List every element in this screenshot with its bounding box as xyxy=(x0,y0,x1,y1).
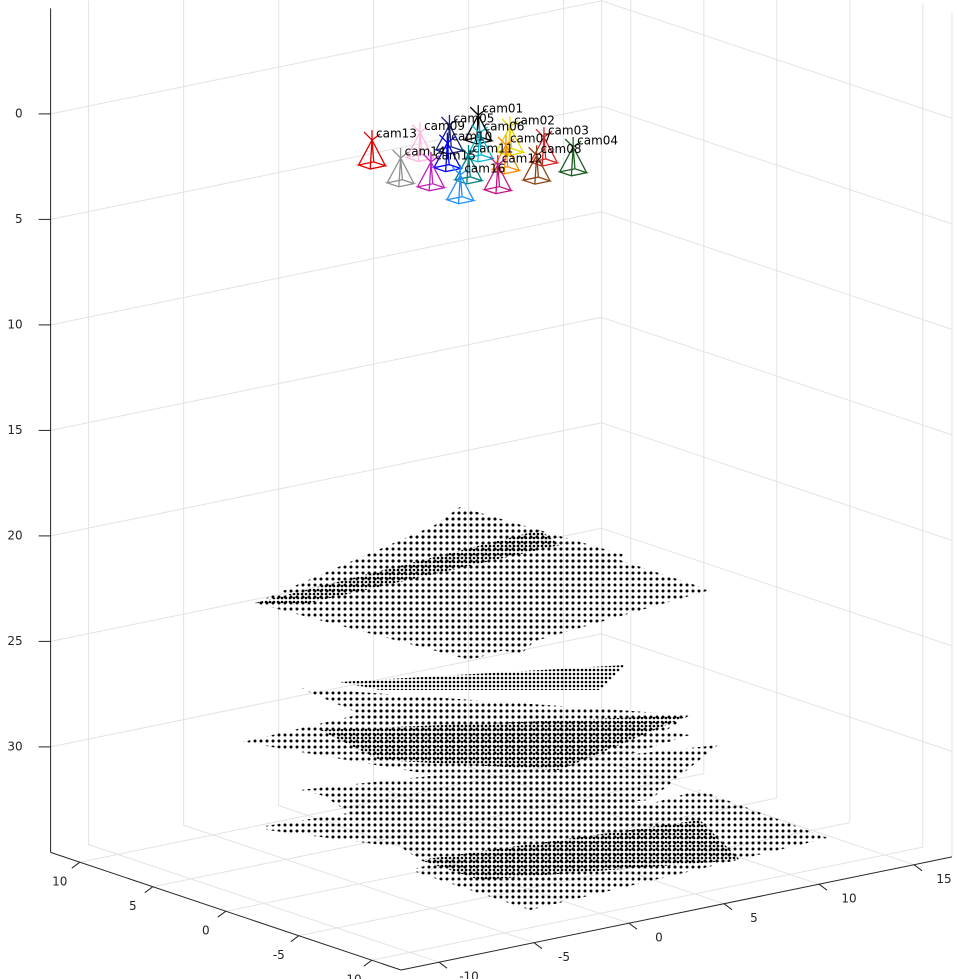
camera-layer: cam01cam02cam03cam04cam05cam06cam07cam08… xyxy=(359,102,619,204)
x-tick-label: 0 xyxy=(655,931,663,945)
grid-line xyxy=(51,423,602,536)
camera-label: cam08 xyxy=(541,142,582,156)
x-tick-label: 10 xyxy=(841,892,856,906)
x-tick xyxy=(534,943,542,949)
x-tick xyxy=(724,904,732,910)
board xyxy=(340,665,625,690)
z-tick-label: 5 xyxy=(15,212,23,226)
y-tick xyxy=(364,960,372,966)
z-tick-label: 30 xyxy=(7,739,22,753)
y-tick-label: 10 xyxy=(52,875,67,889)
camera-label: cam16 xyxy=(464,161,505,175)
x-tick-label: -5 xyxy=(558,950,570,964)
x-tick-label: -10 xyxy=(459,970,479,979)
x-tick xyxy=(914,865,922,871)
chart: cam01cam02cam03cam04cam05cam06cam07cam08… xyxy=(0,0,956,979)
y-tick xyxy=(145,887,153,893)
x-tick xyxy=(819,884,827,890)
y-tick xyxy=(291,936,299,942)
grid-line xyxy=(51,1,602,114)
camera-label: cam12 xyxy=(502,151,543,165)
y-tick xyxy=(72,862,80,868)
z-tick-label: 20 xyxy=(7,528,22,542)
y-tick xyxy=(218,911,226,917)
page: cam01cam02cam03cam04cam05cam06cam07cam08… xyxy=(0,0,956,979)
checkerboard-points xyxy=(243,507,828,910)
z-tick-label: 25 xyxy=(7,634,22,648)
z-tick-label: 15 xyxy=(7,423,22,437)
z-tick-label: 10 xyxy=(7,317,22,331)
z-tick-label: 0 xyxy=(15,106,23,120)
grid-line xyxy=(51,317,602,430)
x-tick-label: 5 xyxy=(750,911,758,925)
y-tick-label: -5 xyxy=(273,948,285,962)
grid-line xyxy=(51,212,602,325)
camera-label: cam15 xyxy=(435,148,476,162)
x-tick xyxy=(629,923,637,929)
y-tick-label: 0 xyxy=(202,924,210,938)
x-tick-label: 15 xyxy=(936,872,951,886)
camera-label: cam04 xyxy=(577,133,618,147)
camera-label: cam13 xyxy=(376,127,417,141)
y-tick-label: -10 xyxy=(342,973,362,979)
y-tick-label: 5 xyxy=(129,899,137,913)
x-tick xyxy=(439,962,447,968)
